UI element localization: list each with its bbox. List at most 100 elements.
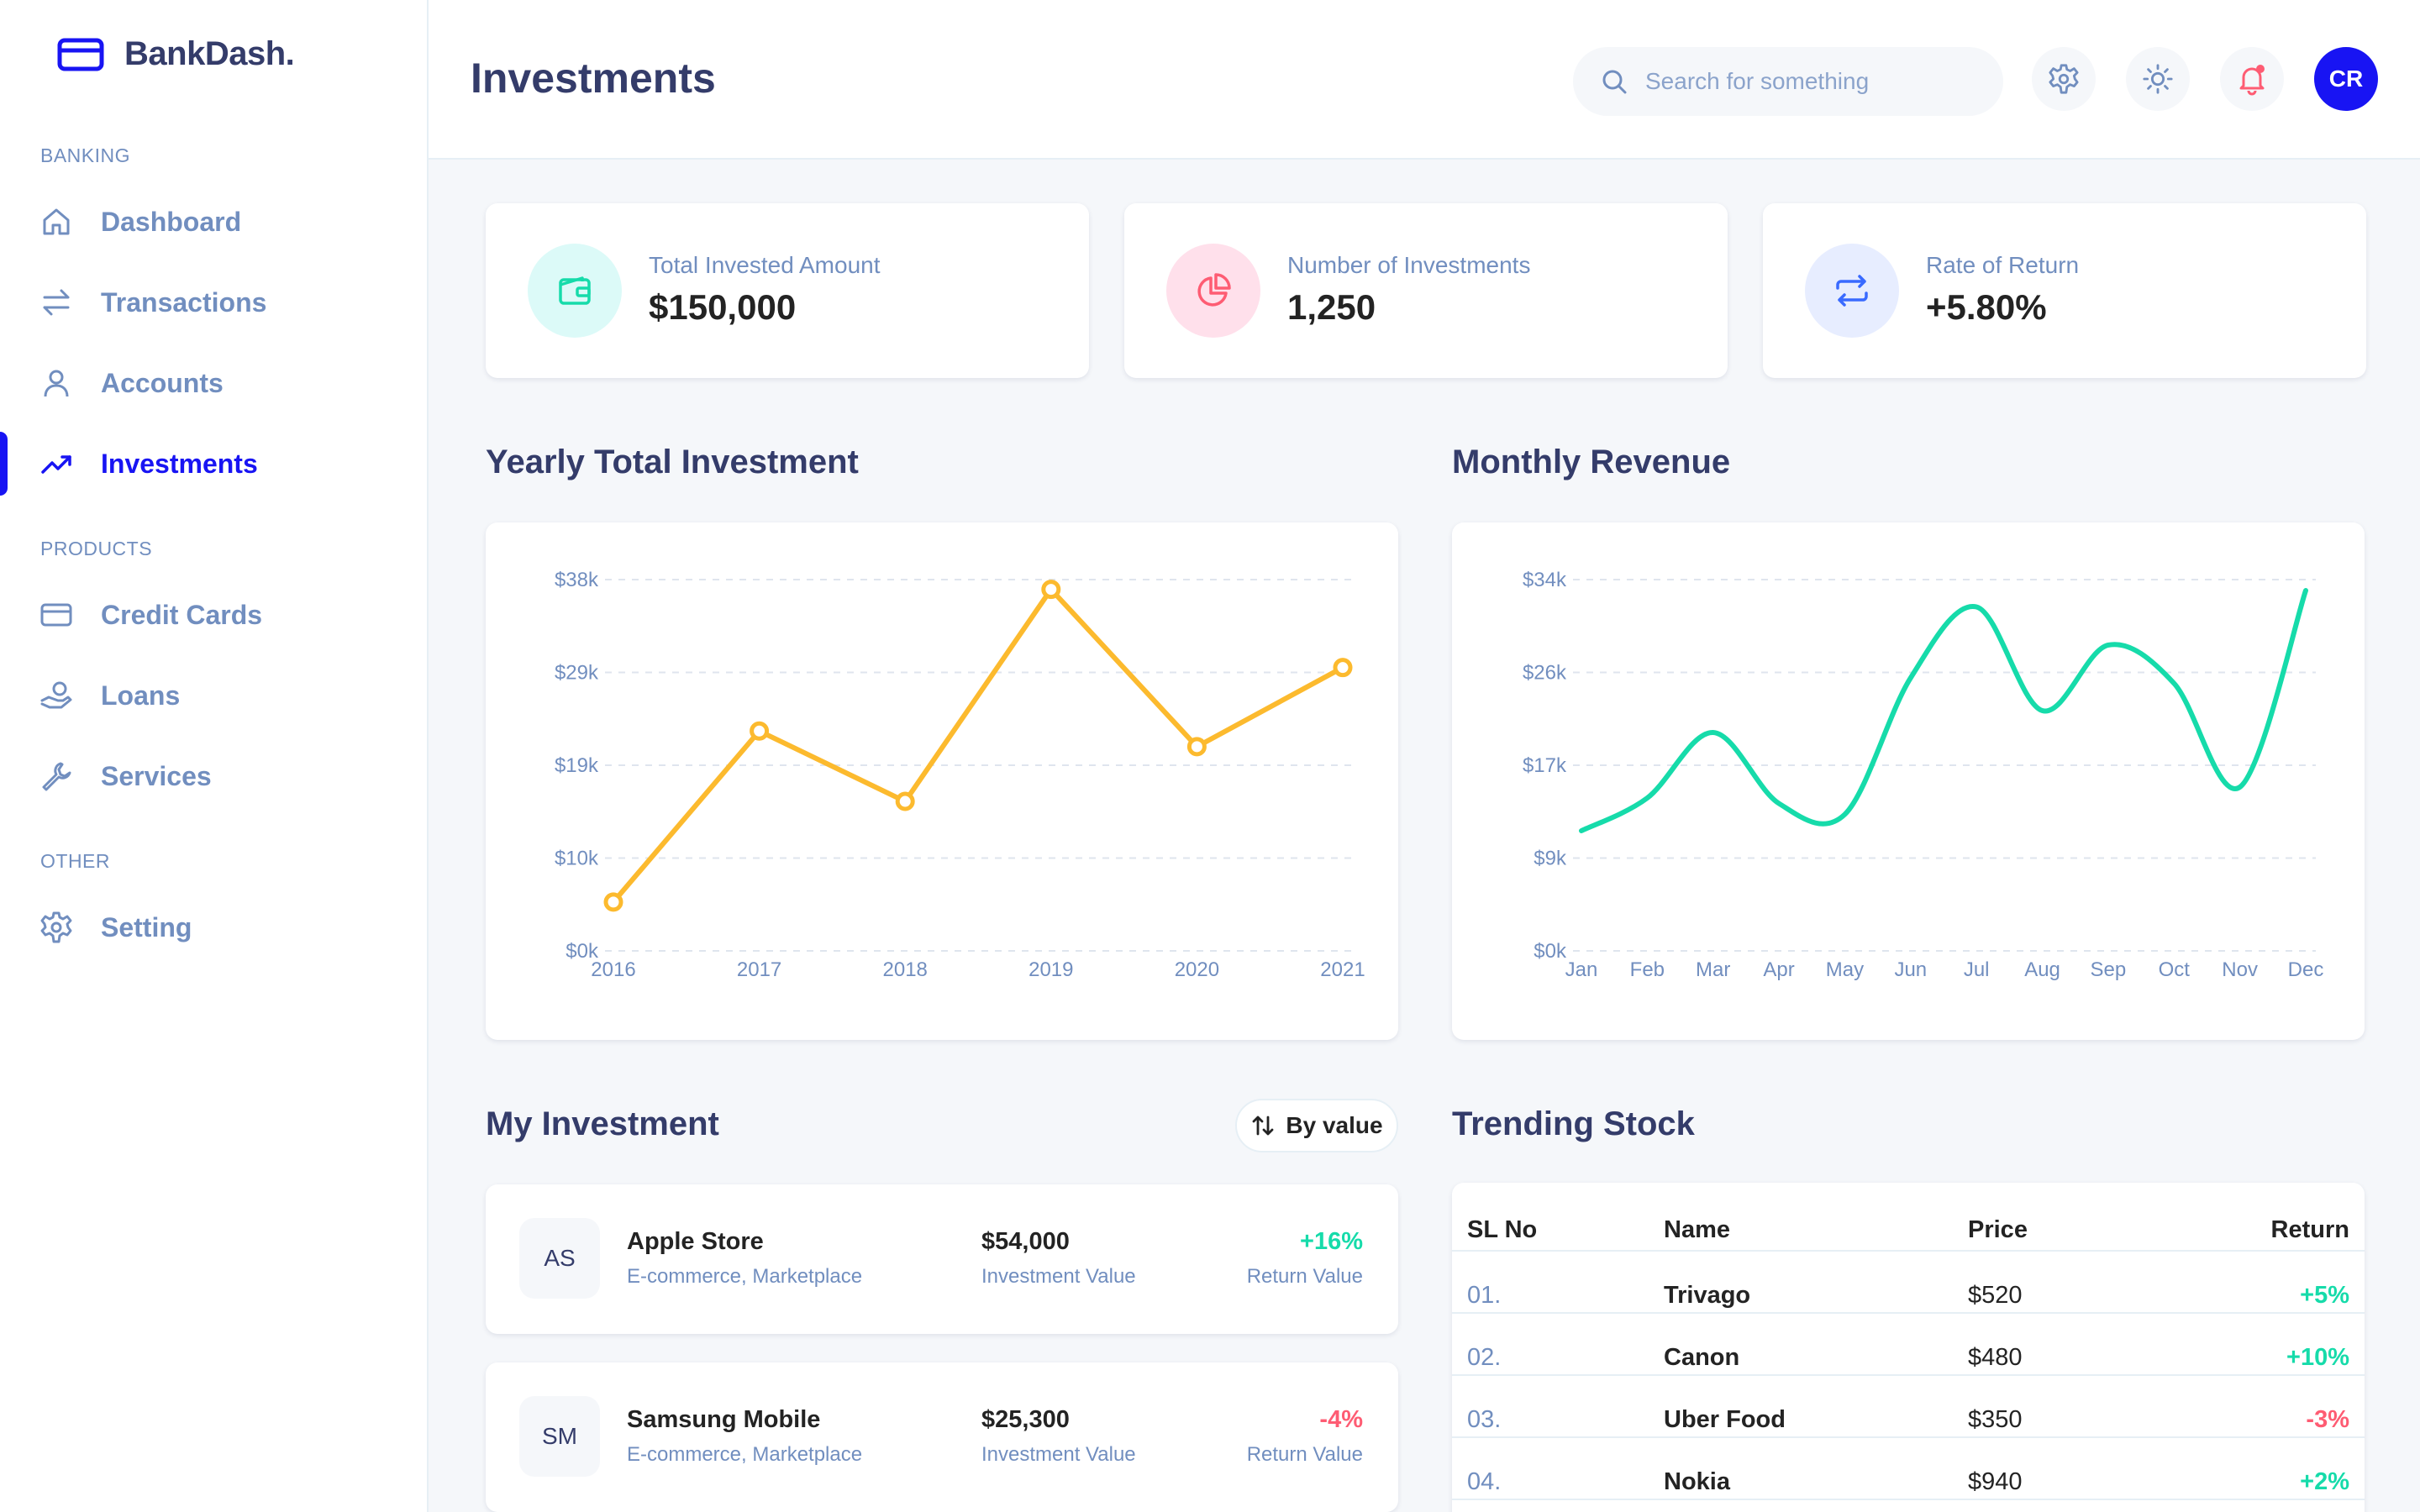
yearly-investment-chart: $0k $10k $19k $29k $38k 2016 2017 2018 2019 2020 2… xyxy=(555,569,1365,981)
investment-category: E-commerce, Marketplace xyxy=(627,1265,863,1288)
column-header-sl-no: SL No xyxy=(1467,1216,1538,1243)
brand-name: BankDash. xyxy=(124,35,295,72)
investment-value-label: Investment Value xyxy=(981,1265,1136,1288)
stock-sl-no: 03. xyxy=(1467,1406,1502,1433)
stat-value: +5.80% xyxy=(1926,287,2047,327)
gear-icon xyxy=(39,910,74,945)
investment-name: Samsung Mobile xyxy=(627,1406,821,1433)
stock-price: $480 xyxy=(1968,1344,2023,1371)
table-divider xyxy=(1452,1436,2365,1438)
x-tick-label: 2019 xyxy=(1028,958,1073,981)
x-tick-label: Feb xyxy=(1630,958,1665,981)
investment-value: $25,300 xyxy=(981,1406,1070,1433)
x-tick-label: 2017 xyxy=(737,958,781,981)
stock-sl-no: 04. xyxy=(1467,1468,1502,1495)
investment-return-label: Return Value xyxy=(1246,1443,1363,1466)
investment-logo: SM xyxy=(519,1396,600,1477)
avatar[interactable]: CR xyxy=(2314,47,2378,111)
trend-icon xyxy=(39,446,74,481)
table-divider xyxy=(1452,1312,2365,1314)
x-tick-label: Jul xyxy=(1964,958,1990,981)
yearly-investment-chart-card: $0k $10k $19k $29k $38k 2016 2017 2018 2019 2020 2… xyxy=(486,522,1398,1040)
nav-section-other: OTHER xyxy=(40,850,110,872)
x-tick-label: Sep xyxy=(2091,958,2127,981)
x-tick-label: Mar xyxy=(1696,958,1730,981)
sidebar-item-services[interactable]: Services xyxy=(0,746,427,806)
search-input[interactable] xyxy=(1645,62,1981,101)
loan-icon xyxy=(39,678,74,713)
stock-name: Uber Food xyxy=(1664,1406,1786,1433)
chart-data-point[interactable] xyxy=(895,791,915,811)
column-header-return: Return xyxy=(2270,1216,2349,1243)
column-header-name: Name xyxy=(1664,1216,1730,1243)
search-icon xyxy=(1602,70,1627,94)
wallet-icon xyxy=(528,244,622,338)
investment-return: +16% xyxy=(1300,1228,1363,1255)
table-divider xyxy=(1452,1499,2365,1500)
stock-name: Nokia xyxy=(1664,1468,1730,1495)
stat-card-number-investments: Number of Investments 1,250 xyxy=(1124,203,1728,378)
stock-name: Trivago xyxy=(1664,1282,1751,1309)
chart-data-point[interactable] xyxy=(1333,658,1353,678)
top-header: Investments CR xyxy=(429,0,2420,160)
stat-card-rate-of-return: Rate of Return +5.80% xyxy=(1763,203,2366,378)
x-tick-label: 2021 xyxy=(1320,958,1365,981)
sidebar-item-investments[interactable]: Investments xyxy=(0,432,427,496)
stock-return: +10% xyxy=(2286,1344,2349,1371)
x-tick-label: 2018 xyxy=(883,958,928,981)
sidebar-item-credit-cards[interactable]: Credit Cards xyxy=(0,585,427,645)
search-bar[interactable] xyxy=(1573,47,2003,116)
home-icon xyxy=(39,204,74,239)
notifications-button[interactable] xyxy=(2220,47,2284,111)
sidebar-item-accounts[interactable]: Accounts xyxy=(0,353,427,413)
sidebar-item-label: Credit Cards xyxy=(101,599,263,630)
theme-toggle-button[interactable] xyxy=(2126,47,2190,111)
stat-value: 1,250 xyxy=(1287,287,1376,327)
sort-by-value-button[interactable]: By value xyxy=(1235,1099,1398,1152)
nav-section-banking: BANKING xyxy=(40,144,131,166)
sort-icon xyxy=(1253,1116,1274,1136)
chart-series-line xyxy=(1579,588,2308,833)
stock-price: $940 xyxy=(1968,1468,2023,1495)
investment-item[interactable]: AS Apple Store E-commerce, Marketplace $… xyxy=(486,1184,1398,1334)
monthly-revenue-chart-card: $0k $9k $17k $26k $34k Jan Feb Mar Apr May Jun Jul A… xyxy=(1452,522,2365,1040)
y-tick-label: $38k xyxy=(555,569,599,591)
stock-price: $350 xyxy=(1968,1406,2023,1433)
trending-stock-table: SL No Name Price Return 01. Trivago $520… xyxy=(1452,1183,2365,1512)
sidebar-item-loans[interactable]: Loans xyxy=(0,665,427,726)
stat-card-total-invested: Total Invested Amount $150,000 xyxy=(486,203,1089,378)
chart-data-point[interactable] xyxy=(750,721,770,741)
chart-data-point[interactable] xyxy=(603,892,623,912)
sidebar-item-transactions[interactable]: Transactions xyxy=(0,272,427,333)
transfer-icon xyxy=(39,285,74,320)
chart-data-point[interactable] xyxy=(1041,580,1061,600)
x-tick-label: 2016 xyxy=(591,958,635,981)
yearly-section-title: Yearly Total Investment xyxy=(486,444,859,480)
brand-logo[interactable]: BankDash. xyxy=(57,35,295,73)
table-divider xyxy=(1452,1374,2365,1376)
monthly-section-title: Monthly Revenue xyxy=(1452,444,1731,480)
pie-icon xyxy=(1166,244,1260,338)
sort-label: By value xyxy=(1286,1112,1383,1138)
x-tick-label: Apr xyxy=(1763,958,1794,981)
x-tick-label: Dec xyxy=(2288,958,2324,981)
investment-item[interactable]: SM Samsung Mobile E-commerce, Marketplac… xyxy=(486,1362,1398,1512)
stock-name: Canon xyxy=(1664,1344,1740,1371)
y-tick-label: $17k xyxy=(1523,754,1567,777)
sidebar-item-label: Investments xyxy=(101,448,258,479)
chart-series-line xyxy=(611,586,1345,905)
sidebar-item-dashboard[interactable]: Dashboard xyxy=(0,192,427,252)
chart-data-point[interactable] xyxy=(1186,737,1207,757)
monthly-revenue-chart: $0k $9k $17k $26k $34k Jan Feb Mar Apr May Jun Jul A… xyxy=(1523,569,2324,981)
settings-button[interactable] xyxy=(2032,47,2096,111)
x-tick-label: Aug xyxy=(2024,958,2060,981)
user-icon xyxy=(39,365,74,401)
investment-category: E-commerce, Marketplace xyxy=(627,1443,863,1466)
sidebar-item-label: Setting xyxy=(101,911,192,942)
sun-icon xyxy=(2143,64,2173,94)
y-tick-label: $26k xyxy=(1523,662,1567,685)
sidebar-item-setting[interactable]: Setting xyxy=(0,897,427,958)
sidebar: BankDash. BANKING Dashboard Transactions… xyxy=(0,0,429,1512)
stat-label: Rate of Return xyxy=(1926,252,2080,278)
y-tick-label: $19k xyxy=(555,754,599,777)
